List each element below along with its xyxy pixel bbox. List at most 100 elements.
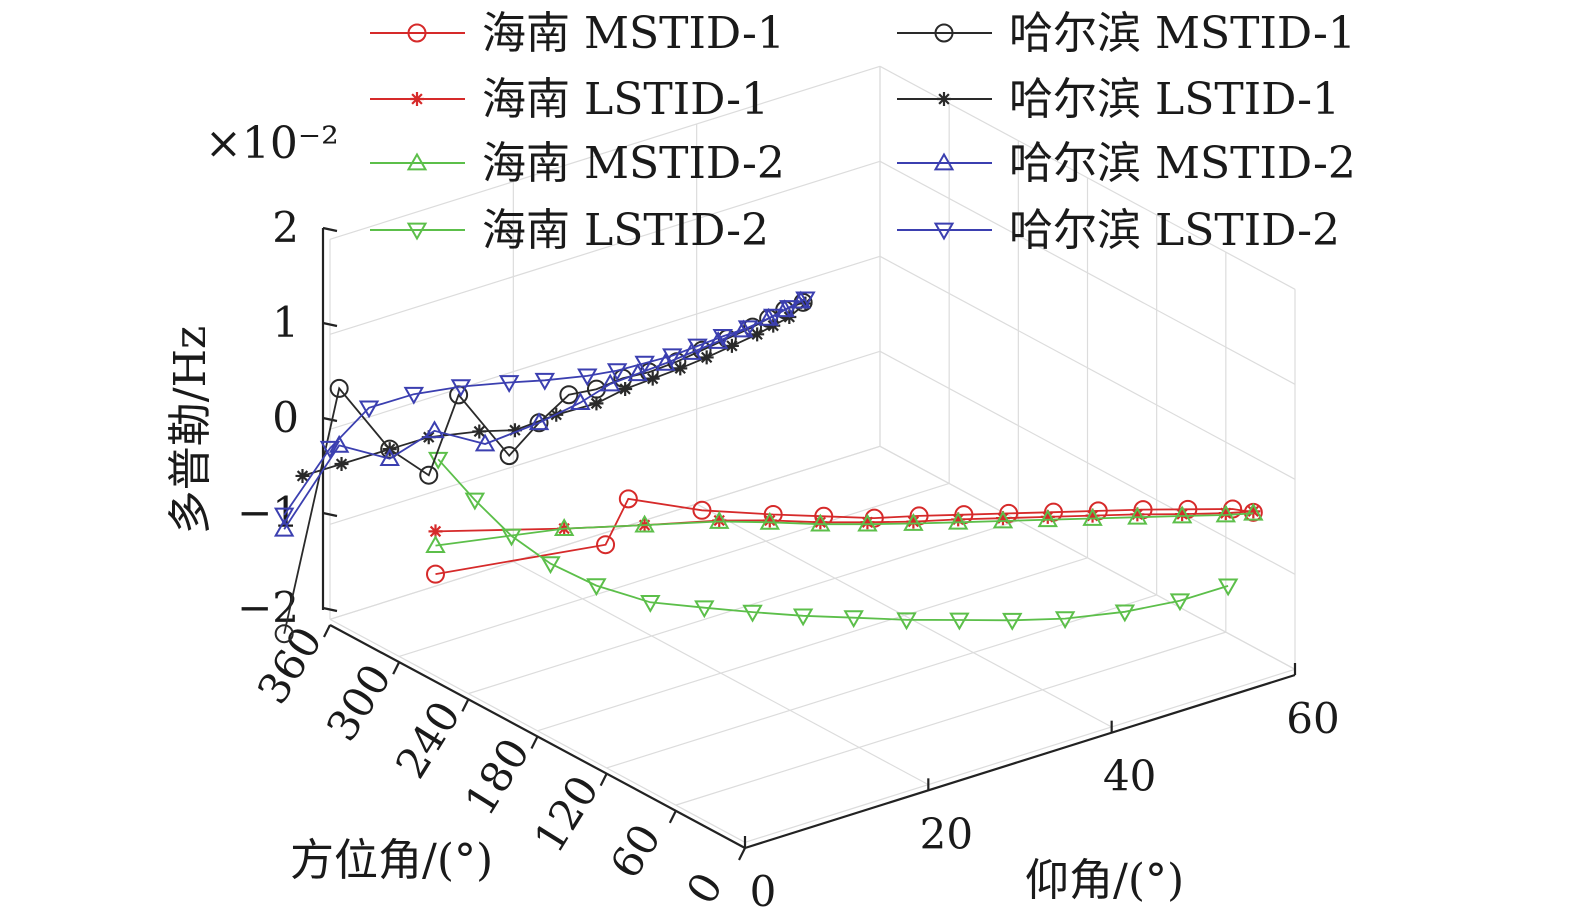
data-point-marker [1171,505,1193,524]
data-point-marker [570,392,591,410]
data-point-marker [273,518,295,537]
data-point-marker [709,510,730,529]
data-point-marker [1169,593,1191,612]
data-point-marker [798,296,813,311]
data-point-marker [742,604,763,623]
data-point-marker [1082,507,1103,526]
gridline [468,520,1019,695]
legend-entry-3: 海南 MSTID-2 [370,138,785,189]
z-exponent-label: ×10⁻² [205,118,339,169]
series-3 [425,502,1264,554]
data-point-marker [534,372,556,391]
data-point-marker [559,385,579,405]
data-point-marker [733,319,754,338]
data-point-marker [949,612,970,631]
data-point-marker [528,412,550,431]
data-point-marker [1175,507,1190,522]
x-tick-label: 180 [455,730,539,824]
data-point-marker [606,363,628,382]
data-point-marker [634,514,655,533]
data-point-marker [992,510,1014,529]
z-tick-label: 0 [272,393,299,442]
z-tick-mark [322,416,338,423]
x-tick-label: 360 [248,618,332,712]
data-point-marker [810,513,831,532]
data-point-marker [499,446,519,466]
legend-entry-1: 海南 MSTID-1 [370,8,785,59]
data-point-marker [951,512,966,527]
z-tick-mark [322,321,338,328]
data-point-marker [450,379,472,398]
data-point-marker [1127,506,1148,525]
data-point-marker [618,489,638,509]
legend-label: 海南 MSTID-1 [482,8,785,59]
data-point-marker [618,381,633,396]
data-point-marker [596,535,616,555]
series-line [283,301,804,634]
data-point-marker [425,535,446,554]
data-point-marker [694,600,715,619]
data-point-marker [1246,504,1261,519]
x-tick-mark [738,847,746,861]
data-point-marker [1114,604,1136,623]
y-tick-label: 0 [750,867,777,913]
data-point-marker [634,355,655,374]
y-tick-label: 60 [1286,694,1339,743]
series-8 [273,291,816,526]
data-point-marker [860,515,875,530]
data-point-marker [857,513,878,532]
data-point-marker [699,350,714,365]
data-point-marker [334,456,349,471]
data-point-marker [995,511,1010,526]
data-point-marker [795,291,816,310]
data-point-marker [673,361,688,376]
gridline [329,160,881,335]
data-point-marker [406,152,428,171]
series-line [435,497,1254,575]
data-point-marker [273,507,295,526]
data-point-marker [627,363,649,382]
data-point-marker [424,420,445,439]
data-point-marker [692,500,712,520]
data-point-marker [589,396,604,411]
x-tick-label: 240 [386,693,470,787]
x-tick-label: 120 [524,767,608,861]
data-point-marker [724,338,739,353]
data-point-marker [403,386,425,405]
data-point-marker [426,564,445,584]
data-point-marker [472,424,487,439]
data-point-marker [379,448,400,467]
data-point-marker [586,578,607,597]
data-point-marker [762,513,777,528]
legend-label: 海南 LSTID-1 [482,74,769,125]
legend-entry-8: 哈尔滨 LSTID-2 [897,205,1340,256]
z-tick-mark [322,606,338,613]
data-point-marker [640,594,661,613]
z-tick-label: 1 [272,298,299,347]
data-point-marker [645,371,660,386]
data-point-marker [507,423,522,438]
data-point-marker [295,468,310,483]
data-point-marker [1130,507,1145,522]
data-point-marker [790,290,812,309]
series-4 [427,451,1239,631]
data-point-marker [937,92,951,106]
data-point-marker [934,23,954,43]
data-point-marker [1243,502,1264,521]
x-tick-mark [392,661,401,675]
data-point-marker [1037,509,1058,528]
data-point-marker [498,375,520,393]
gridline [606,594,1157,769]
data-point-marker [750,327,765,342]
gridline [675,631,1227,806]
x-tick-label: 0 [677,864,733,913]
legend-label: 哈尔滨 MSTID-2 [1009,138,1356,189]
y-axis-line [744,673,1296,850]
series-line [435,512,1254,547]
data-point-marker [410,92,424,106]
data-point-marker [1002,612,1023,631]
x-axis-label: 方位角/(°) [290,835,493,886]
gridline [537,557,1088,732]
gridline [329,445,881,620]
